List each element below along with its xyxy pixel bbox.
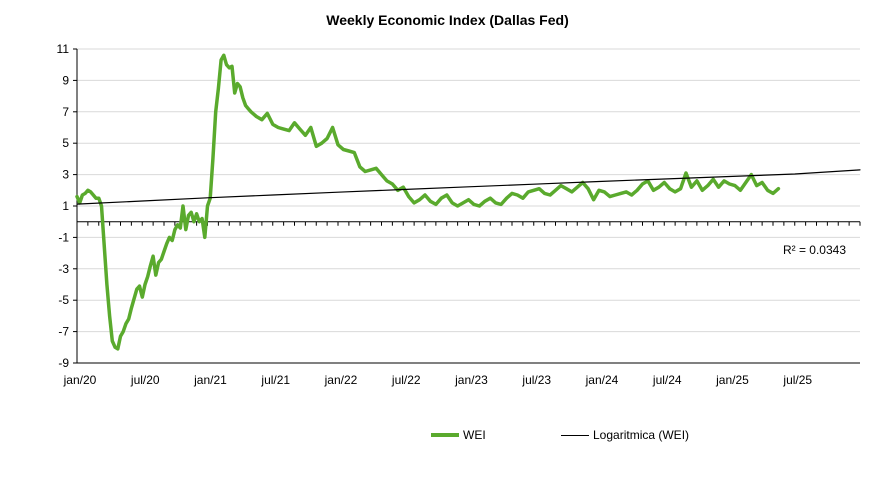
x-tick-label-2: jan/21 (193, 373, 227, 387)
legend-swatch-logaritmica (561, 434, 589, 436)
legend-swatch-wei (431, 433, 459, 437)
x-tick-label-11: jul/25 (782, 373, 812, 387)
r-squared-annotation: R² = 0.0343 (783, 243, 846, 257)
x-tick-label-1: jul/20 (130, 373, 160, 387)
y-tick-label-5: 1 (62, 199, 69, 213)
y-tick-label-9: 9 (62, 73, 69, 87)
legend-label-wei: WEI (463, 428, 486, 442)
x-tick-label-3: jul/21 (260, 373, 290, 387)
y-tick-label-2: -5 (58, 293, 69, 307)
y-tick-label-3: -3 (58, 262, 69, 276)
x-tick-label-6: jan/23 (454, 373, 488, 387)
y-tick-label-10: 11 (57, 42, 70, 56)
y-tick-label-7: 5 (62, 136, 69, 150)
series-line-wei (75, 53, 781, 351)
x-tick-label-9: jul/24 (652, 373, 682, 387)
x-tick-label-0: jan/20 (63, 373, 97, 387)
legend-item-wei: WEI (431, 428, 486, 442)
x-tick-label-4: jan/22 (324, 373, 358, 387)
chart-legend: WEI Logaritmica (WEI) (0, 428, 895, 448)
series-line-logaritmica (76, 169, 861, 205)
legend-label-logaritmica: Logaritmica (WEI) (593, 428, 690, 442)
x-tick-label-10: jan/25 (715, 373, 749, 387)
y-tick-label-6: 3 (62, 168, 69, 182)
y-tick-label-0: -9 (58, 356, 69, 370)
weekly-economic-index-chart: -9 -7 -5 -3 -1 1 3 5 7 9 11 jan/20 jul/20 jan/21 jul/2… (57, 42, 861, 387)
legend-item-logaritmica: Logaritmica (WEI) (561, 428, 689, 442)
x-tick-label-7: jul/23 (521, 373, 551, 387)
y-tick-label-1: -7 (58, 325, 69, 339)
y-tick-label-8: 7 (62, 105, 69, 119)
chart-title: Weekly Economic Index (Dallas Fed) (326, 12, 569, 28)
y-tick-label-4: -1 (58, 230, 69, 244)
x-tick-label-5: jul/22 (391, 373, 421, 387)
x-tick-label-8: jan/24 (585, 373, 619, 387)
